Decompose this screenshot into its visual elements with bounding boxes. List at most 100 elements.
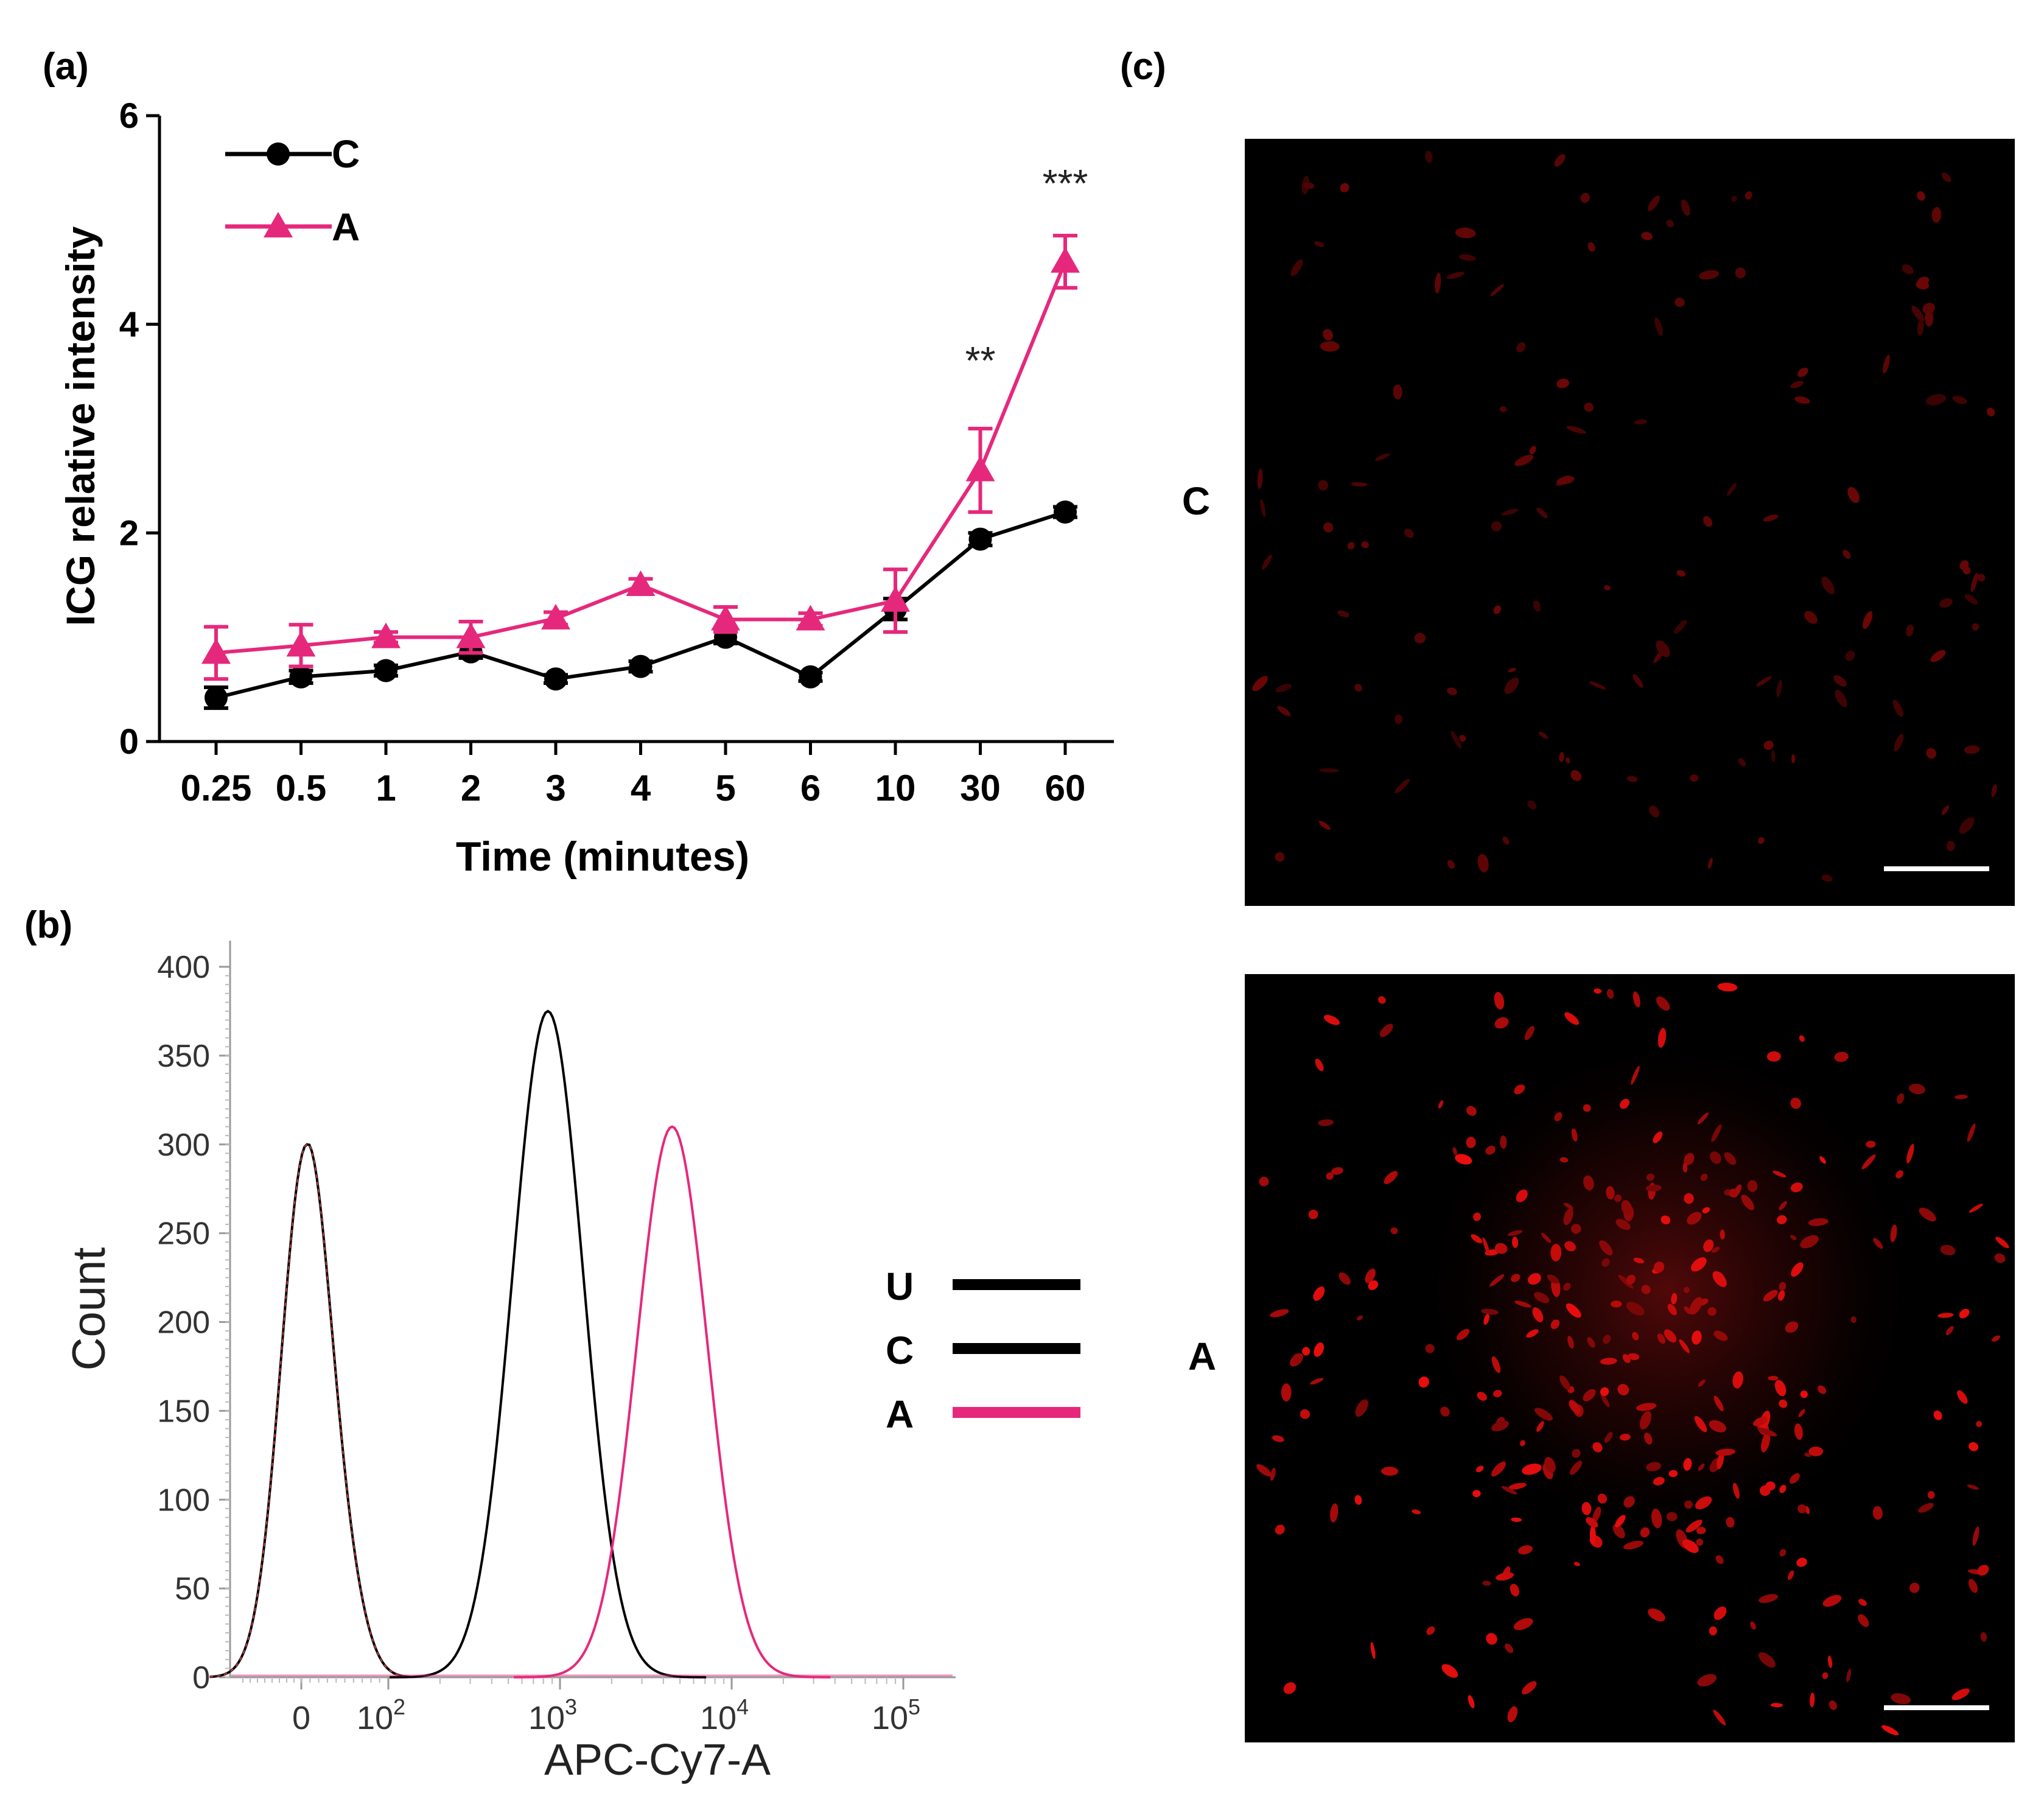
legend-marker-a	[264, 212, 293, 237]
cell-spot	[1640, 1527, 1650, 1538]
cell-spot	[1785, 1321, 1799, 1333]
chart-a-y-ticks: 0 2 4 6	[119, 96, 159, 762]
cell-spot	[1440, 1406, 1450, 1417]
cell-spot	[1381, 1467, 1399, 1476]
cell-spot	[1355, 1399, 1368, 1417]
cell-spot	[1790, 1098, 1801, 1109]
cell-spot	[1252, 676, 1268, 692]
cell-spot	[1674, 620, 1687, 634]
cell-spot	[1700, 1173, 1708, 1181]
cell-spot	[1516, 342, 1526, 353]
cell-spot	[1695, 1496, 1712, 1510]
cell-spot	[1493, 1390, 1502, 1397]
cell-spot	[1510, 1584, 1519, 1597]
cell-spot	[1939, 598, 1953, 608]
cell-spot	[1323, 1015, 1340, 1025]
cell-spot	[1711, 1124, 1722, 1142]
cell-spot	[1651, 1508, 1662, 1529]
cell-spot	[1941, 805, 1949, 815]
chart-b-y-tick-label: 350	[157, 1039, 210, 1074]
cell-spot	[1945, 1325, 1954, 1336]
cell-spot	[1631, 1065, 1640, 1085]
cell-spot	[1694, 1415, 1707, 1433]
cell-spot	[1494, 1243, 1508, 1254]
cell-spot	[1729, 1188, 1738, 1198]
cell-spot	[1710, 1151, 1721, 1164]
cell-spot	[1827, 1655, 1833, 1668]
cell-spot	[1508, 667, 1516, 673]
cell-spot	[1486, 1633, 1497, 1645]
cell-spot	[1946, 840, 1955, 852]
cell-spot	[1547, 1274, 1559, 1284]
cell-spot	[1757, 1427, 1777, 1437]
cell-spot	[1275, 684, 1292, 693]
cell-spot	[1310, 1378, 1324, 1385]
cell-spot	[1538, 731, 1549, 739]
cell-spot	[1699, 270, 1720, 280]
cell-spot	[1592, 1442, 1603, 1453]
cell-spot	[1829, 1700, 1837, 1710]
cell-spot	[1977, 1565, 1989, 1576]
legend-label-a-b: A	[886, 1392, 914, 1436]
cell-spot	[1587, 242, 1595, 252]
cell-spot	[1536, 1421, 1544, 1432]
cell-spot	[1708, 857, 1713, 869]
cell-spot	[1926, 394, 1946, 405]
cell-spot	[1644, 1433, 1653, 1445]
cell-spot	[1302, 1347, 1311, 1356]
cell-spot	[1930, 650, 1946, 662]
cell-spot	[1272, 1435, 1284, 1442]
cell-spot	[1569, 1400, 1581, 1414]
micrograph-label-c: C	[1182, 479, 1210, 523]
chart-a-axes	[158, 116, 1114, 743]
cell-spot	[1657, 1028, 1667, 1048]
data-point	[629, 654, 653, 678]
cell-spot	[1753, 1417, 1768, 1426]
cell-spot	[1797, 1504, 1807, 1514]
cell-spot	[1257, 468, 1263, 489]
cell-spot	[1559, 752, 1564, 762]
cell-spot	[1713, 1606, 1727, 1620]
cell-spot	[1909, 1582, 1920, 1593]
cell-spot	[1601, 1394, 1610, 1408]
cell-spot	[1617, 1384, 1629, 1395]
micrograph-c	[1245, 139, 2015, 906]
cell-spot	[1556, 379, 1569, 388]
cell-spot	[1917, 319, 1924, 336]
cell-spot	[1779, 1549, 1787, 1557]
cell-spot	[1724, 1152, 1737, 1165]
chart-a-y-tick-label: 4	[119, 305, 139, 345]
cell-spot	[1994, 1253, 2006, 1263]
cell-spot	[1777, 1215, 1787, 1224]
cell-spot	[1797, 367, 1808, 377]
cell-spot	[1377, 996, 1386, 1004]
cell-spot	[1799, 1035, 1805, 1042]
cell-spot	[1491, 1461, 1506, 1477]
legend-label-a: A	[332, 205, 360, 249]
cell-spot	[1527, 1273, 1541, 1285]
cell-spot	[1668, 1470, 1678, 1478]
cell-spot	[1987, 407, 1995, 416]
cell-spot	[1477, 1392, 1487, 1401]
chart-a-x-axis-title: Time (minutes)	[456, 833, 749, 880]
cell-spot	[1969, 1442, 1979, 1451]
cell-spot	[1395, 714, 1403, 724]
cell-spot	[1671, 1293, 1678, 1305]
cell-spot	[1370, 1642, 1376, 1659]
cell-spot	[1911, 306, 1925, 322]
cell-spot	[1906, 1143, 1914, 1163]
cell-spot	[1412, 1509, 1421, 1515]
cell-spot	[1532, 1307, 1544, 1322]
cell-spot	[1566, 426, 1586, 434]
cell-spot	[1796, 1557, 1807, 1567]
legend-label-u: U	[886, 1265, 914, 1308]
cell-spot	[1845, 650, 1855, 661]
cell-spot	[1418, 1376, 1429, 1388]
cell-spot	[1648, 1608, 1665, 1622]
cell-spot	[1615, 1219, 1631, 1230]
chart-a-annotations: *****	[965, 161, 1088, 382]
cell-spot	[1604, 1432, 1613, 1443]
cell-spot	[1847, 486, 1860, 503]
chart-a-y-tick-label: 2	[119, 513, 139, 553]
cell-spot	[1275, 1524, 1285, 1535]
